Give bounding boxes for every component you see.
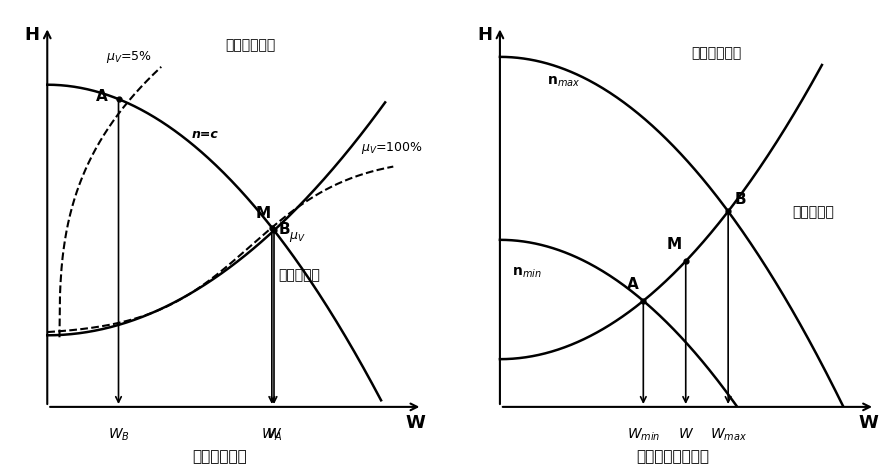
- Text: A: A: [96, 90, 108, 104]
- Text: $\mu_V$=100%: $\mu_V$=100%: [360, 140, 423, 156]
- Text: 水泵变速调节原理: 水泵变速调节原理: [636, 449, 709, 464]
- Text: 泵特性曲线: 泵特性曲线: [278, 269, 320, 283]
- Text: n$_{min}$: n$_{min}$: [512, 265, 541, 280]
- Text: 泵特性曲线: 泵特性曲线: [792, 205, 834, 219]
- Text: H: H: [477, 26, 492, 45]
- Text: $\mu_V$=5%: $\mu_V$=5%: [105, 49, 152, 65]
- Text: M: M: [256, 206, 271, 221]
- Text: W: W: [406, 414, 425, 431]
- Text: 管路性能曲线: 管路性能曲线: [690, 46, 741, 60]
- Text: n=c: n=c: [192, 128, 219, 141]
- Text: 节流调节原理: 节流调节原理: [193, 449, 247, 464]
- Text: $W_{max}$: $W_{max}$: [710, 427, 747, 443]
- Text: 管路性能曲线: 管路性能曲线: [226, 38, 276, 52]
- Text: M: M: [666, 237, 681, 252]
- Text: $W_{min}$: $W_{min}$: [626, 427, 660, 443]
- Text: $W_B$: $W_B$: [108, 427, 129, 443]
- Text: n$_{max}$: n$_{max}$: [547, 75, 581, 89]
- Text: $\mu_V$: $\mu_V$: [289, 230, 306, 244]
- Text: A: A: [627, 277, 639, 292]
- Text: $W$: $W$: [678, 427, 694, 441]
- Text: W: W: [858, 414, 879, 431]
- Text: $W$: $W$: [266, 427, 282, 441]
- Text: B: B: [278, 222, 290, 237]
- Text: $W_A$: $W_A$: [261, 427, 283, 443]
- Text: B: B: [735, 192, 747, 207]
- Text: H: H: [25, 26, 39, 45]
